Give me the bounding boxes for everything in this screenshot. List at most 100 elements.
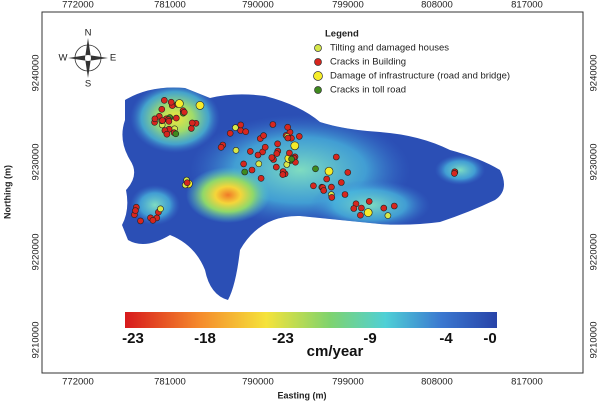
damage-point [328,194,336,201]
damage-point [157,205,164,213]
compass-n: N [85,28,92,39]
damage-point [257,175,265,182]
colorbar-label: -0 [483,330,496,347]
damage-point [165,118,173,125]
damage-point [384,212,392,219]
damage-point [341,191,349,198]
damage-point [261,143,269,151]
damage-point [240,160,247,168]
damage-point [217,144,225,151]
legend-marker [313,71,323,81]
damage-point [323,175,331,183]
damage-point [284,134,292,142]
legend-marker [314,86,322,94]
compass-s: S [85,79,91,90]
damage-point [390,202,398,210]
compass-w: W [59,53,68,64]
legend-entry: Damage of infrastructure (road and bridg… [330,71,510,82]
damage-point [247,148,254,155]
damage-point [288,155,295,163]
damage-point [242,128,249,135]
damage-point [241,168,248,176]
legend-marker [314,44,322,52]
colorbar-label: -23 [122,330,144,347]
damage-point [350,205,358,212]
damage-point [232,124,239,131]
damage-point [284,123,292,131]
legend-title: Legend [325,29,359,40]
x-tick-label-top: 817000 [511,0,543,11]
damage-point [260,132,267,139]
damage-point [137,217,144,225]
x-tick-label-bottom: 790000 [242,377,274,388]
damage-point [365,198,373,205]
y-tick-label-left: 9240000 [31,55,42,92]
damage-point [324,166,334,176]
colorbar-label: -9 [363,330,376,347]
damage-point [310,182,317,190]
legend-entry: Cracks in Building [330,57,406,68]
damage-point [159,117,166,124]
legend-entry: Cracks in toll road [330,85,406,96]
damage-point [158,106,166,113]
damage-point [332,153,340,161]
x-tick-label-top: 781000 [154,0,186,11]
damage-point [312,165,319,173]
compass-e: E [110,53,116,64]
damage-point [344,169,352,176]
y-tick-label-right: 9210000 [589,322,600,359]
colorbar-unit: cm/year [307,343,364,360]
damage-point [183,179,191,186]
y-tick-label-right: 9230000 [589,144,600,181]
damage-point [286,149,293,157]
x-tick-label-top: 808000 [421,0,453,11]
x-tick-label-top: 799000 [332,0,364,11]
damage-point [358,204,365,212]
damage-point [269,121,277,128]
x-tick-label-top: 790000 [242,0,274,11]
damage-point [273,150,281,157]
damage-point [232,147,240,154]
damage-point [163,130,171,138]
damage-point [188,119,196,127]
y-tick-label-right: 9240000 [589,55,600,92]
x-tick-label-bottom: 799000 [332,377,364,388]
damage-point [161,97,168,104]
damage-point [237,121,244,129]
damage-point [181,108,188,116]
damage-point [328,183,335,191]
damage-point [167,98,175,106]
damage-point [274,140,281,148]
damage-point [295,133,303,140]
damage-point [320,187,328,194]
y-tick-label-left: 9210000 [31,322,42,359]
damage-point [151,115,159,123]
damage-point [337,179,345,186]
x-tick-label-bottom: 781000 [154,377,186,388]
damage-point [175,99,184,108]
damage-point [149,217,157,224]
colorbar-label: -18 [194,330,216,347]
damage-point [188,125,195,132]
damage-points [131,97,459,225]
x-tick-label-top: 772000 [62,0,94,11]
damage-point [357,211,364,219]
damage-point [132,207,139,214]
damage-point [268,154,276,161]
x-tick-label-bottom: 772000 [62,377,94,388]
colorbar-label: -23 [272,330,294,347]
damage-point [254,151,262,159]
colorbar-label: -4 [439,330,453,347]
y-tick-label-left: 9230000 [31,144,42,181]
x-axis-title: Easting (m) [277,390,326,400]
x-tick-label-bottom: 817000 [511,377,543,388]
y-tick-label-right: 9220000 [589,234,600,271]
damage-point [451,170,458,177]
y-axis-title: Northing (m) [2,165,12,219]
damage-point [173,114,180,122]
damage-point [290,141,300,151]
y-tick-label-left: 9220000 [31,234,42,271]
damage-point [172,130,180,138]
damage-point [279,171,287,178]
